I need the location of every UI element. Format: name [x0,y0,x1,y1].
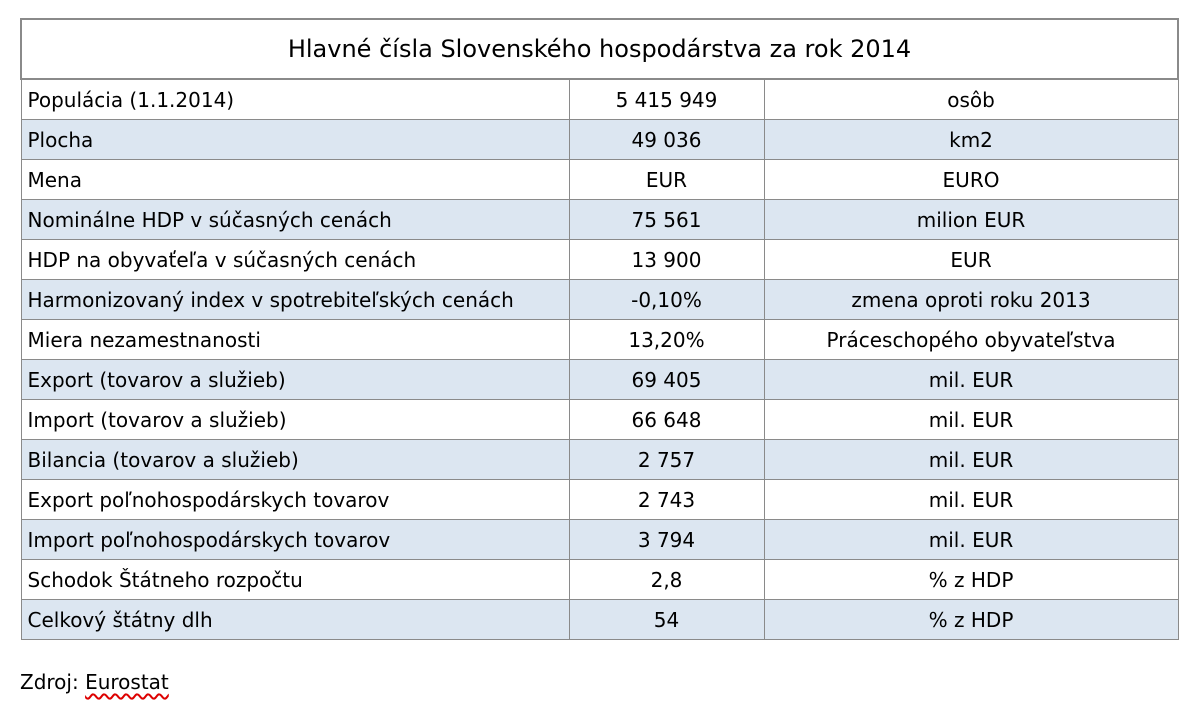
table-row: Import poľnohospodárskych tovarov 3 794 mi… [20,519,1179,560]
table-row: Nominálne HDP v súčasných cenách 75 561 mi… [20,199,1179,240]
row-unit: km2 [763,119,1179,160]
row-value: 54 [568,599,765,640]
row-unit: % z HDP [763,559,1179,600]
row-label: Plocha [20,119,570,160]
row-unit: mil. EUR [763,359,1179,400]
row-value: 49 036 [568,119,765,160]
table-row: Plocha 49 036 km2 [20,119,1179,160]
row-value: 2 757 [568,439,765,480]
row-label: Bilancia (tovarov a služieb) [20,439,570,480]
row-unit: mil. EUR [763,479,1179,520]
row-unit: Práceschopého obyvateľstva [763,319,1179,360]
row-unit: % z HDP [763,599,1179,640]
table-row: Export (tovarov a služieb) 69 405 mil. EUR [20,359,1179,400]
source-note: Zdroj: Eurostat [20,670,169,694]
row-unit: osôb [763,78,1179,120]
row-label: Populácia (1.1.2014) [20,78,570,120]
row-label: Export (tovarov a služieb) [20,359,570,400]
row-label: Import (tovarov a služieb) [20,399,570,440]
row-label: Nominálne HDP v súčasných cenách [20,199,570,240]
table-row: Import (tovarov a služieb) 66 648 mil. EUR [20,399,1179,440]
row-label: Miera nezamestnanosti [20,319,570,360]
table-row: Mena EUR EURO [20,159,1179,200]
table-row: Miera nezamestnanosti 13,20% Práceschopého… [20,319,1179,360]
table-row: Export poľnohospodárskych tovarov 2 743 mi… [20,479,1179,520]
table-row: Schodok Štátneho rozpočtu 2,8% z HDP [20,559,1179,600]
row-label: Mena [20,159,570,200]
row-value: 3 794 [568,519,765,560]
row-unit: EUR [763,239,1179,280]
row-label: Import poľnohospodárskych tovarov [20,519,570,560]
row-value: 2 743 [568,479,765,520]
row-value: 13 900 [568,239,765,280]
row-value: 13,20% [568,319,765,360]
source-name: Eurostat [85,670,169,694]
row-unit: EURO [763,159,1179,200]
row-unit: milion EUR [763,199,1179,240]
row-value: 66 648 [568,399,765,440]
table-row: HDP na obyvaťeľa v súčasných cenách 13 90… [20,239,1179,280]
row-value: 2,8 [568,559,765,600]
data-table: Hlavné čísla Slovenského hospodárstva za… [19,18,1180,640]
row-unit: mil. EUR [763,519,1179,560]
row-unit: mil. EUR [763,399,1179,440]
row-unit: mil. EUR [763,439,1179,480]
row-value: 75 561 [568,199,765,240]
row-unit: zmena oproti roku 2013 [763,279,1179,320]
row-label: Celkový štátny dlh [20,599,570,640]
row-value: -0,10% [568,279,765,320]
source-label: Zdroj: [20,670,79,694]
table-row: Bilancia (tovarov a služieb) 2 757 mil. EU… [20,439,1179,480]
row-label: HDP na obyvaťeľa v súčasných cenách [20,239,570,280]
row-value: 5 415 949 [568,78,765,120]
table-row: Harmonizovaný index v spotrebiteľských c… [20,279,1179,320]
row-label: Export poľnohospodárskych tovarov [20,479,570,520]
row-value: 69 405 [568,359,765,400]
title-row: Hlavné čísla Slovenského hospodárstva za… [19,18,1180,80]
row-label: Harmonizovaný index v spotrebiteľských c… [20,279,570,320]
table-title: Hlavné čísla Slovenského hospodárstva za… [19,18,1180,80]
row-value: EUR [568,159,765,200]
table-row: Populácia (1.1.2014) 5 415 949 osôb [20,78,1179,120]
row-label: Schodok Štátneho rozpočtu [20,559,570,600]
table-row: Celkový štátny dlh 54% z HDP [20,599,1179,640]
